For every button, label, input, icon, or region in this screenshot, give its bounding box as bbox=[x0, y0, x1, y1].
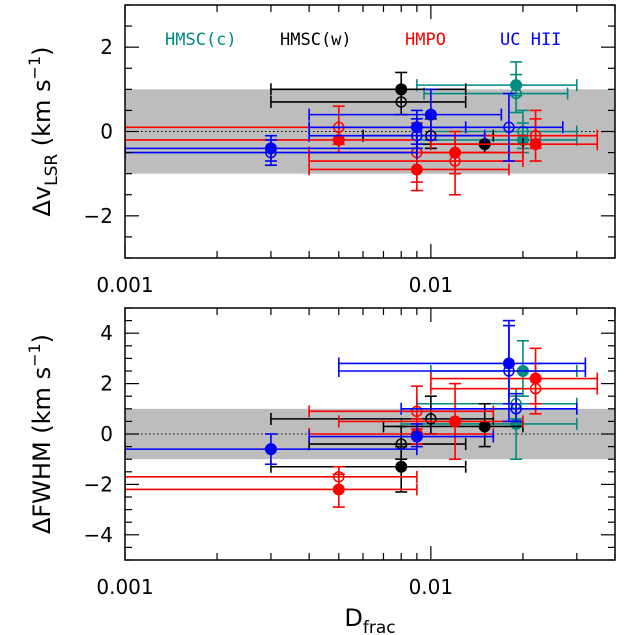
x-axis-label: Dfrac bbox=[344, 604, 395, 635]
series-uc-hii bbox=[125, 88, 564, 167]
x-ticks bbox=[124, 308, 616, 560]
data-points bbox=[125, 319, 599, 508]
panel-bottom: 0.001 0.01 −4 −2 0 2 4 ΔFWHM (km s−1) Dfrac bbox=[25, 307, 616, 635]
marker-filled bbox=[395, 460, 408, 473]
x-tick-label: 0.001 bbox=[96, 273, 153, 297]
data-point bbox=[430, 109, 599, 162]
x-tick-label: 0.01 bbox=[409, 273, 454, 297]
marker-open bbox=[510, 403, 522, 415]
marker-filled bbox=[410, 430, 423, 443]
marker-open bbox=[529, 382, 542, 395]
y-axis-label: ΔFWHM (km s−1) bbox=[25, 334, 56, 534]
marker-open bbox=[265, 146, 277, 159]
data-point bbox=[337, 382, 524, 461]
marker-filled bbox=[264, 443, 277, 456]
legend-item-hmpo: HMPO bbox=[405, 30, 446, 50]
data-point bbox=[308, 134, 524, 196]
data-points bbox=[125, 61, 599, 196]
data-point bbox=[125, 433, 418, 466]
y-tick-label: 0 bbox=[100, 422, 113, 446]
data-point bbox=[125, 139, 418, 167]
data-point bbox=[125, 473, 418, 508]
y-ticks bbox=[125, 307, 615, 561]
marker-filled bbox=[478, 420, 491, 433]
marker-filled bbox=[529, 138, 542, 151]
y-ticks bbox=[125, 4, 615, 259]
y-tick-label: 2 bbox=[100, 372, 113, 396]
x-tick-label: 0.001 bbox=[96, 575, 153, 599]
data-point bbox=[337, 324, 587, 423]
data-point bbox=[430, 362, 599, 415]
y-label-superscript: −1 bbox=[25, 343, 44, 367]
data-point bbox=[337, 319, 587, 405]
y-tick-label: 4 bbox=[100, 321, 113, 345]
y-tick-label: 0 bbox=[100, 120, 113, 144]
marker-filled bbox=[449, 415, 462, 428]
y-tick-label: −4 bbox=[84, 523, 113, 547]
legend: HMSC(c) HMSC(w) HMPO UC HII bbox=[165, 30, 561, 50]
marker-open bbox=[503, 121, 515, 134]
marker-open bbox=[411, 405, 423, 418]
y-tick-label: −2 bbox=[84, 472, 113, 496]
data-point bbox=[308, 118, 486, 150]
y-label-subscript: LSR bbox=[42, 154, 62, 186]
legend-item-hmsc-c-: HMSC(c) bbox=[165, 30, 237, 50]
marker-open bbox=[395, 96, 407, 108]
x-label-subscript: frac bbox=[363, 618, 396, 635]
data-point bbox=[270, 445, 467, 493]
marker-open bbox=[449, 155, 461, 167]
y-label-close: ) bbox=[28, 334, 56, 343]
y-tick-label: 2 bbox=[100, 35, 113, 59]
x-ticks bbox=[124, 5, 616, 258]
y-axis-label: ΔvLSR (km s−1) bbox=[25, 46, 62, 216]
y-label-superscript: −1 bbox=[25, 56, 44, 80]
y-label-units: (km s bbox=[28, 79, 56, 153]
y-label-close: ) bbox=[28, 46, 56, 55]
data-point bbox=[416, 92, 564, 162]
series-uc-hii bbox=[125, 319, 587, 466]
legend-item-hmsc-w-: HMSC(w) bbox=[280, 30, 352, 50]
panel-top: 0.001 0.01 −2 0 2 ΔvLSR (km s−1) HMSC(c) HMSC(w… bbox=[25, 4, 616, 297]
y-label-main: ΔFWHM bbox=[28, 441, 56, 534]
marker-filled bbox=[332, 133, 345, 146]
y-tick-label: −2 bbox=[84, 204, 113, 228]
x-label-main: D bbox=[344, 604, 362, 632]
marker-filled bbox=[332, 483, 345, 496]
x-tick-label: 0.01 bbox=[409, 575, 454, 599]
marker-open bbox=[503, 365, 515, 377]
legend-item-uc-hii: UC HII bbox=[500, 30, 561, 50]
y-label-main: Δv bbox=[28, 186, 56, 217]
marker-open bbox=[425, 413, 437, 425]
marker-filled bbox=[424, 108, 437, 121]
y-label-units: (km s bbox=[28, 367, 56, 441]
data-point bbox=[308, 423, 495, 448]
data-point bbox=[308, 88, 503, 141]
data-point bbox=[400, 392, 578, 423]
